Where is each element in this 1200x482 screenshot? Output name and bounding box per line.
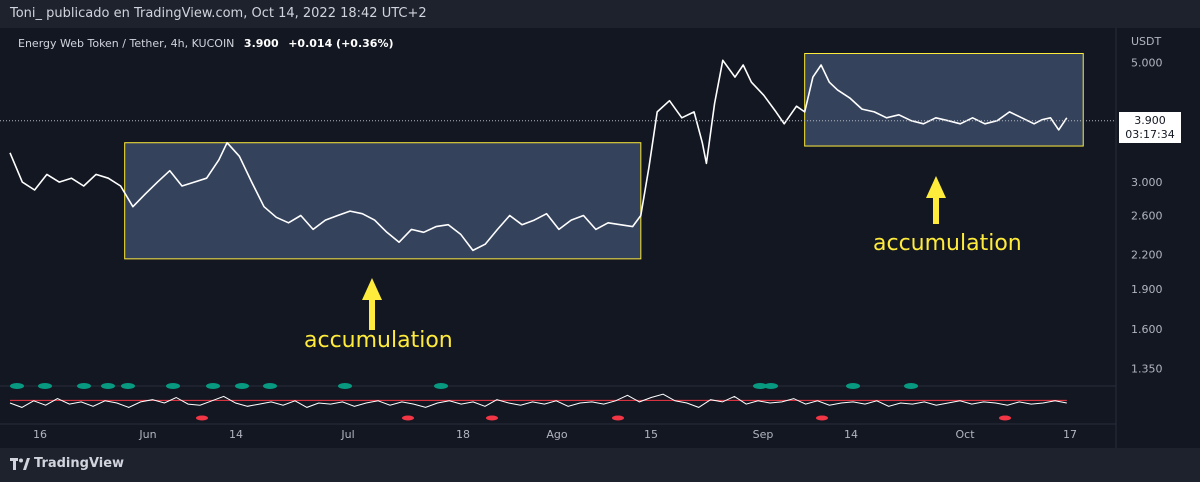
oscillator-marker-green xyxy=(753,383,767,389)
oscillator-marker-green xyxy=(904,383,918,389)
attribution-text: Toni_ publicado en TradingView.com, Oct … xyxy=(10,6,427,21)
x-tick-label: Ago xyxy=(546,428,568,441)
legend-change: +0.014 (+0.36%) xyxy=(288,37,394,50)
oscillator-marker-red xyxy=(816,415,828,421)
oscillator-marker-green xyxy=(206,383,220,389)
x-tick-label: Oct xyxy=(955,428,975,441)
oscillator-marker-green xyxy=(764,383,778,389)
y-tick-label: 2.600 xyxy=(1131,210,1163,223)
oscillator-marker-green xyxy=(846,383,860,389)
arrow-head xyxy=(362,278,382,300)
annotation-label-1: accumulation xyxy=(304,328,453,353)
oscillator-marker-green xyxy=(101,383,115,389)
last-price-label: 3.900 xyxy=(1134,113,1166,127)
x-tick-label: Sep xyxy=(753,428,774,441)
tradingview-brand[interactable]: TradingView xyxy=(34,456,125,471)
oscillator-marker-red xyxy=(402,415,414,421)
accumulation-box-2 xyxy=(804,53,1084,147)
oscillator-line xyxy=(9,393,1067,408)
arrow-head xyxy=(926,176,946,198)
chart-grid xyxy=(0,28,1117,448)
oscillator-marker-green xyxy=(235,383,249,389)
symbol-legend[interactable]: Energy Web Token / Tether, 4h, KUCOIN 3.… xyxy=(18,37,394,50)
oscillator-marker-red xyxy=(486,415,498,421)
oscillator-marker-red xyxy=(196,415,208,421)
attribution-bar: Toni_ publicado en TradingView.com, Oct … xyxy=(0,0,1200,28)
oscillator-marker-red xyxy=(612,415,624,421)
y-tick-label: 5.000 xyxy=(1131,57,1163,70)
oscillator-marker-green xyxy=(434,383,448,389)
last-price-tag: 3.900 03:17:34 xyxy=(1119,111,1181,143)
footer-bar: TradingView xyxy=(0,448,1200,482)
accumulation-box-1 xyxy=(124,142,642,260)
x-tick-label: 15 xyxy=(644,428,658,441)
x-tick-label: 17 xyxy=(1063,428,1077,441)
symbol-name: Energy Web Token / Tether, 4h, KUCOIN xyxy=(18,37,235,50)
price-axis[interactable]: 5.000 3.000 2.600 2.200 1.900 1.600 1.350 xyxy=(1131,57,1163,376)
oscillator-marker-green xyxy=(338,383,352,389)
y-tick-label: 1.350 xyxy=(1131,363,1163,376)
annotation-arrow-1 xyxy=(362,278,382,330)
oscillator-marker-green xyxy=(166,383,180,389)
tradingview-logo-icon[interactable] xyxy=(10,457,30,471)
arrow-shaft xyxy=(369,298,375,330)
x-tick-label: Jul xyxy=(340,428,354,441)
y-tick-label: 1.900 xyxy=(1131,283,1163,296)
oscillator-marker-green xyxy=(77,383,91,389)
y-tick-label: 1.600 xyxy=(1131,323,1163,336)
x-tick-label: Jun xyxy=(138,428,156,441)
price-line xyxy=(9,59,1068,252)
y-tick-label: 2.200 xyxy=(1131,249,1163,262)
bar-countdown: 03:17:34 xyxy=(1125,127,1175,141)
oscillator-pane xyxy=(9,383,1067,421)
accumulation-zones xyxy=(124,53,1084,260)
oscillator-marker-green xyxy=(10,383,24,389)
oscillator-marker-red xyxy=(999,415,1011,421)
oscillator-marker-green xyxy=(38,383,52,389)
oscillator-marker-green xyxy=(121,383,135,389)
annotation-arrows xyxy=(362,176,946,330)
currency-unit: USDT xyxy=(1131,35,1162,48)
x-tick-label: 16 xyxy=(33,428,47,441)
oscillator-marker-green xyxy=(263,383,277,389)
y-tick-label: 3.000 xyxy=(1131,176,1163,189)
time-axis[interactable]: 16 Jun 14 Jul 18 Ago 15 Sep 14 Oct 17 xyxy=(33,428,1077,441)
x-tick-label: 14 xyxy=(844,428,858,441)
x-tick-label: 18 xyxy=(456,428,470,441)
legend-last-price: 3.900 xyxy=(243,37,279,50)
price-series xyxy=(9,59,1068,252)
annotation-arrow-2 xyxy=(926,176,946,224)
arrow-shaft xyxy=(933,196,939,224)
x-tick-label: 14 xyxy=(229,428,243,441)
annotation-label-2: accumulation xyxy=(873,231,1022,256)
